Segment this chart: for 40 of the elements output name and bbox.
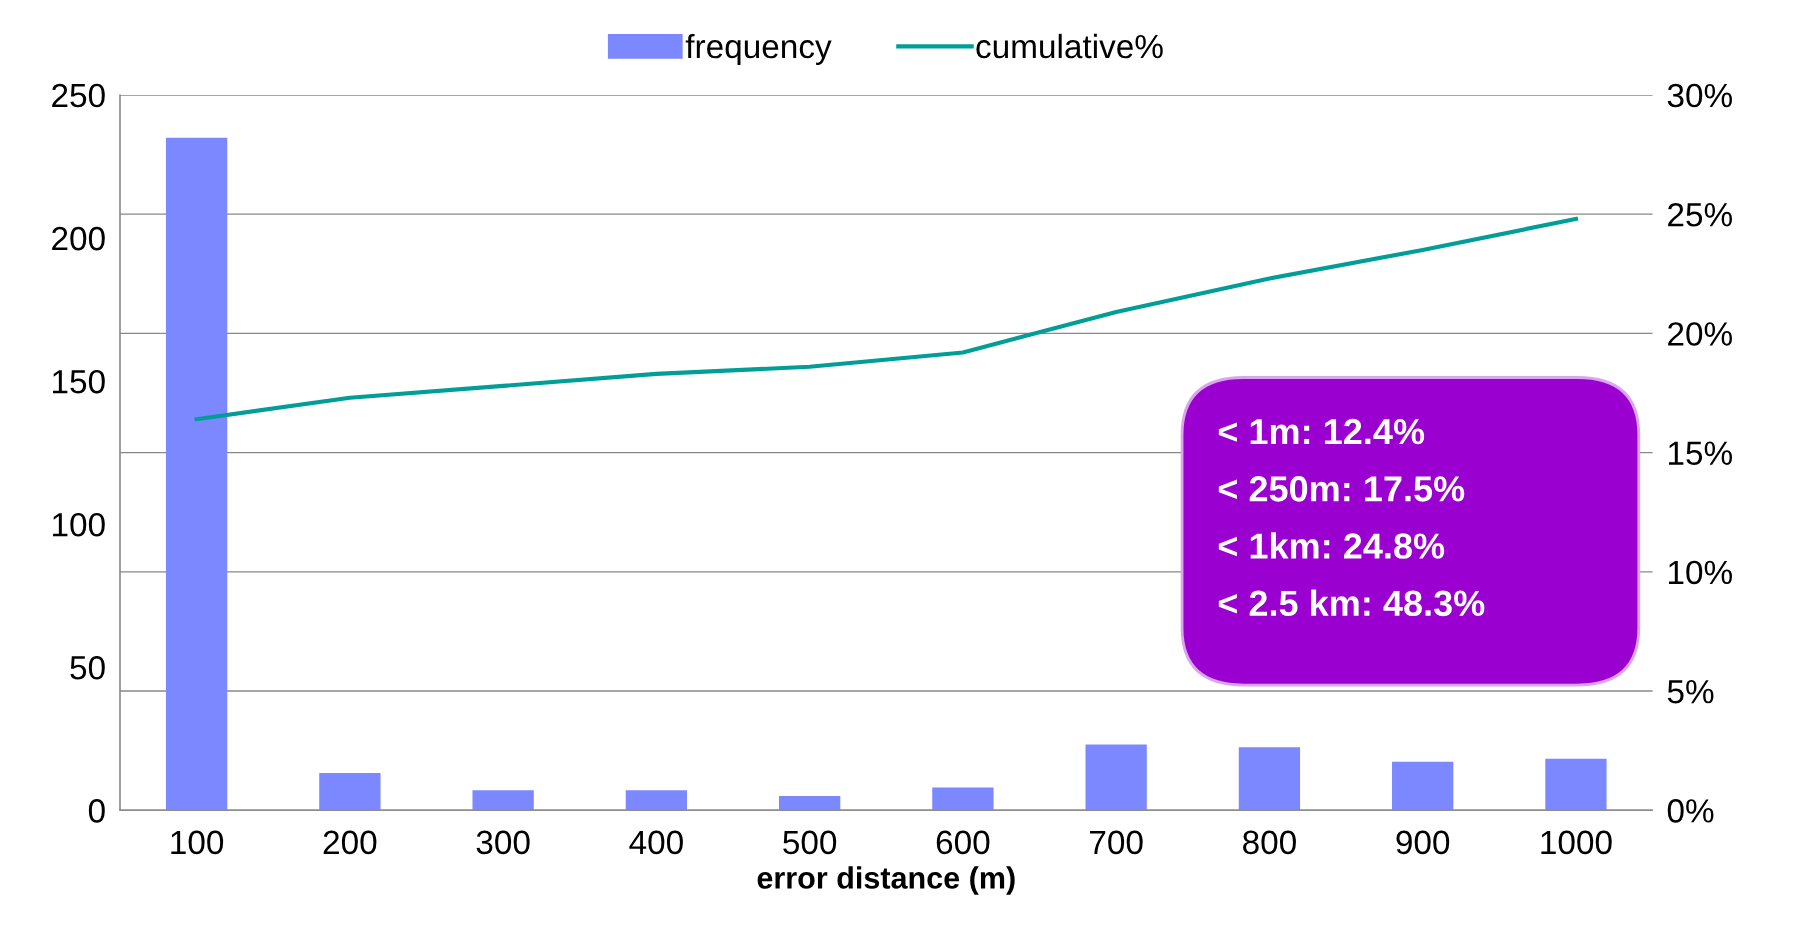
bar (932, 787, 994, 811)
legend-label: cumulative% (976, 33, 1163, 59)
x-tick-label: 500 (783, 830, 837, 855)
bar (778, 795, 841, 811)
y2-tick-label: 20% (1668, 322, 1732, 346)
x-tick-label: 100 (171, 830, 224, 855)
y2-tick-label: 25% (1668, 202, 1732, 227)
x-axis-title: error distance (m) (757, 866, 1015, 895)
y-tick-label: 100 (53, 512, 105, 537)
y-tick-label: 150 (53, 369, 105, 394)
x-tick-label: 200 (323, 830, 377, 855)
bar (625, 790, 688, 811)
annotation: < 2.5 km: 48.3% (1218, 589, 1485, 617)
y2-tick-label: 5% (1667, 680, 1714, 704)
y2-tick-label: 15% (1668, 441, 1732, 466)
y-tick-label: 250 (52, 83, 105, 108)
legend-label: frequency (685, 33, 832, 65)
bar (319, 773, 381, 811)
x-tick-label: 900 (1396, 830, 1450, 855)
bar (1085, 744, 1147, 811)
y2-tick-label: 10% (1668, 560, 1732, 585)
bar (1238, 747, 1301, 811)
x-tick-label: 300 (476, 830, 530, 855)
y-tick-label: 0 (88, 799, 105, 823)
x-tick-label: 600 (936, 830, 990, 855)
bar (165, 137, 228, 811)
bar (472, 790, 534, 811)
y-tick-label: 200 (52, 226, 105, 251)
x-tick-label: 700 (1090, 830, 1143, 855)
y2-tick-label: 0% (1667, 799, 1714, 823)
y2-tick-label: 30% (1667, 83, 1732, 108)
annotation: < 1km: 24.8% (1218, 532, 1445, 559)
bar (1392, 761, 1454, 811)
x-tick-label: 400 (629, 830, 683, 855)
annotation: < 1m: 12.4% (1218, 418, 1425, 445)
x-tick-label: 1000 (1541, 830, 1612, 855)
y-tick-label: 50 (70, 656, 105, 680)
bar (1545, 758, 1607, 811)
annotation: < 250m: 17.5% (1218, 476, 1465, 502)
x-tick-label: 800 (1243, 830, 1296, 855)
